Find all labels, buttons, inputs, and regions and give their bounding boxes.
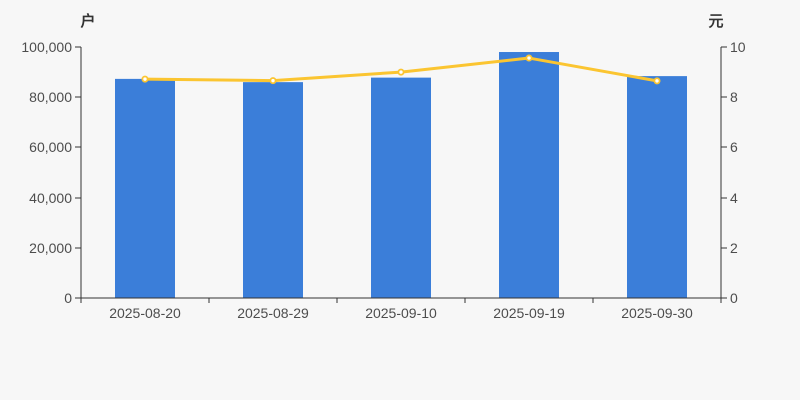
bar-2025-09-30[interactable] bbox=[627, 76, 687, 298]
bar-2025-08-20[interactable] bbox=[115, 78, 175, 298]
right-axis-tick-label: 8 bbox=[730, 89, 738, 105]
x-axis-label: 2025-09-10 bbox=[365, 305, 437, 321]
bar-2025-08-29[interactable] bbox=[243, 82, 303, 298]
line-point-2025-08-29[interactable] bbox=[269, 77, 277, 85]
x-axis-label: 2025-09-19 bbox=[493, 305, 565, 321]
left-axis-tick-label: 60,000 bbox=[29, 139, 72, 155]
right-axis-tick-label: 2 bbox=[730, 240, 738, 256]
left-axis-tick-label: 0 bbox=[64, 290, 72, 306]
x-axis-label: 2025-09-30 bbox=[621, 305, 693, 321]
left-axis-tick-label: 20,000 bbox=[29, 240, 72, 256]
bar-2025-09-10[interactable] bbox=[371, 77, 431, 298]
x-axis-label: 2025-08-20 bbox=[109, 305, 181, 321]
right-axis-title: 元 bbox=[708, 13, 724, 30]
x-axis-label: 2025-08-29 bbox=[237, 305, 309, 321]
line-point-2025-09-10[interactable] bbox=[397, 68, 405, 76]
left-axis-title: 户 bbox=[80, 13, 96, 30]
left-axis-tick-label: 80,000 bbox=[29, 89, 72, 105]
line-point-2025-08-20[interactable] bbox=[141, 75, 149, 83]
right-axis-tick-label: 0 bbox=[730, 290, 738, 306]
left-axis-tick-label: 100,000 bbox=[21, 39, 72, 55]
left-axis-tick-label: 40,000 bbox=[29, 190, 72, 206]
right-axis-tick-label: 10 bbox=[730, 39, 746, 55]
line-point-2025-09-19[interactable] bbox=[525, 54, 533, 62]
line-point-2025-09-30[interactable] bbox=[653, 77, 661, 85]
bar-2025-09-19[interactable] bbox=[499, 52, 559, 298]
right-axis-tick-label: 4 bbox=[730, 190, 738, 206]
right-axis-tick-label: 6 bbox=[730, 139, 738, 155]
